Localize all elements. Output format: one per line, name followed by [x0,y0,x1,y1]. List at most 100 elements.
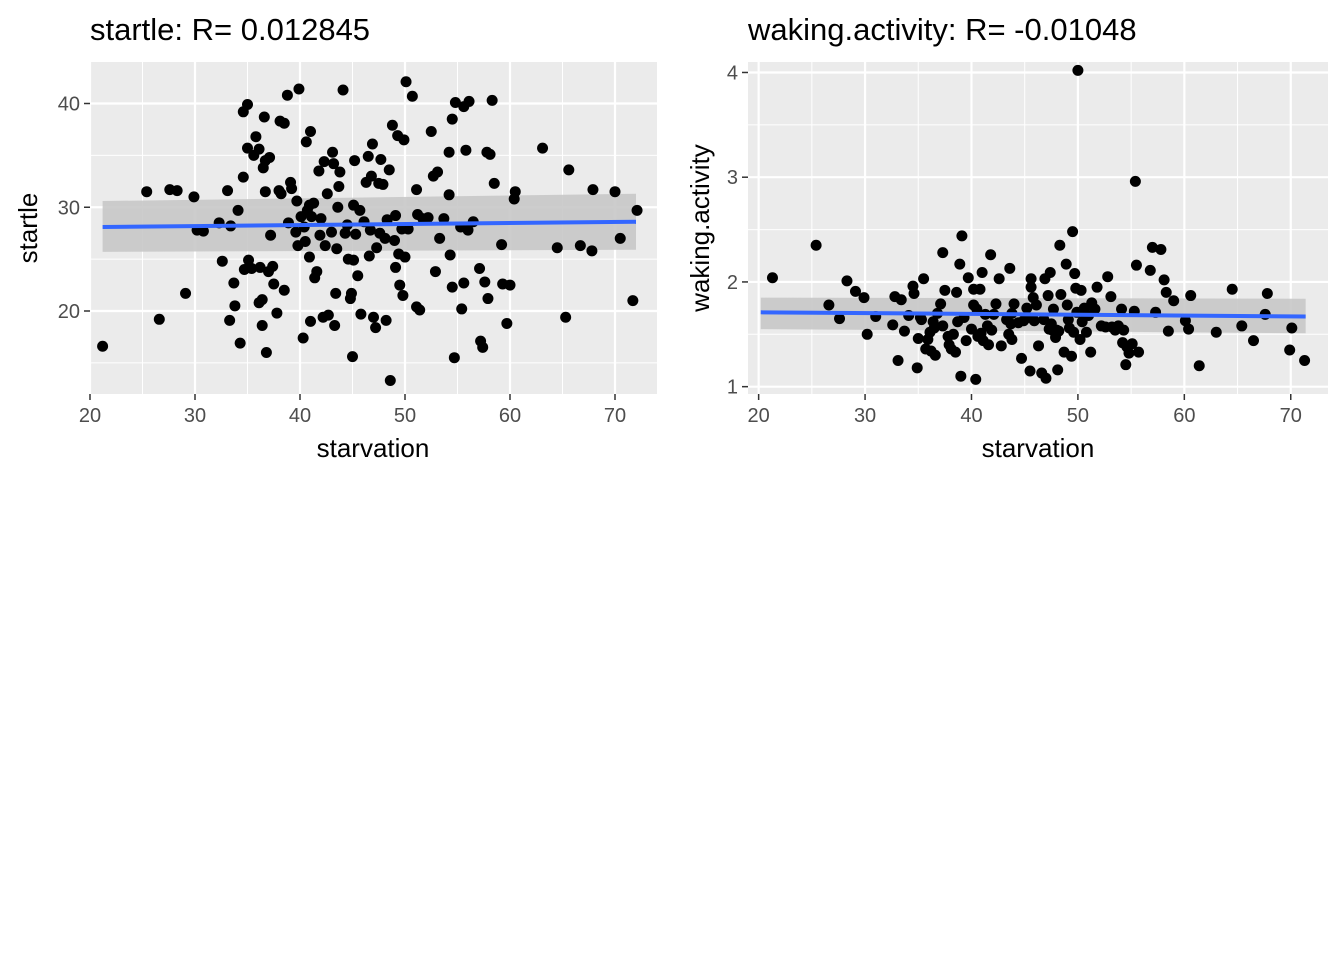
data-point [834,313,846,325]
data-point [326,226,337,238]
data-point [970,373,982,385]
data-point [950,346,962,358]
data-point [281,89,293,101]
data-point [479,276,491,288]
x-tick-label: 40 [289,405,311,427]
data-point [180,287,192,299]
data-point [275,188,287,200]
data-point [1120,359,1132,371]
data-point [456,303,468,315]
data-point [1072,64,1084,76]
data-point [315,213,327,225]
data-point [954,258,966,270]
y-axis-label-startle: startle [13,193,43,264]
data-point [329,320,341,332]
data-point [1286,322,1298,334]
data-point [242,142,253,154]
y-tick-label: 2 [727,272,738,294]
data-point [1123,347,1135,359]
data-point [474,262,486,274]
data-point [299,235,311,247]
data-point [460,144,472,156]
data-point [305,126,316,138]
data-point [898,325,910,337]
data-point [1130,259,1142,271]
data-point [1248,335,1260,347]
data-point [256,294,268,306]
data-point [321,188,333,200]
data-point [422,212,434,224]
x-tick-label: 20 [748,405,770,427]
data-point [297,332,309,344]
data-point [311,266,323,278]
data-point [1025,273,1037,285]
data-point [631,204,643,216]
data-point [365,170,377,182]
data-point [1006,334,1018,346]
data-point [429,266,441,278]
data-point [908,287,920,299]
data-point [858,292,870,304]
data-point [462,224,474,236]
data-point [1054,239,1066,251]
data-point [232,204,244,216]
data-point [1033,340,1045,352]
data-point [1226,283,1238,295]
x-tick-label: 70 [1280,405,1302,427]
data-point [1183,323,1195,335]
data-point [362,150,374,162]
data-point [371,242,383,254]
data-point [1068,326,1080,338]
data-point [259,186,271,198]
data-point [293,83,305,95]
data-point [1028,315,1040,327]
fit-line-waking-activity [760,310,1306,319]
waking-activity-scatter-plot: waking.activity: R= -0.01048 20 30 40 50 60 7… [685,12,1328,463]
data-point [290,226,302,238]
data-point [509,186,521,198]
regression-line [102,219,637,229]
data-point [1129,175,1141,187]
data-point [432,166,444,178]
data-point [1261,287,1273,299]
data-point [937,247,949,259]
y-tick-label: 20 [58,301,80,323]
data-point [384,375,396,387]
data-point [960,335,972,347]
data-point [1284,344,1296,356]
data-point [939,284,951,296]
data-point [337,84,349,96]
data-point [414,304,426,316]
data-point [322,309,334,321]
y-tick-label: 40 [58,94,80,116]
data-point [254,261,266,273]
data-point [1008,298,1020,310]
data-point [1193,360,1205,372]
data-point [229,300,241,312]
data-point [1067,226,1079,238]
data-point [1061,299,1073,311]
data-point [482,293,494,305]
data-point [861,328,873,340]
data-point [397,289,409,301]
data-point [1044,267,1056,279]
data-point [484,148,496,160]
data-point [228,277,240,289]
data-point [243,254,255,266]
data-point [965,323,977,335]
data-point [411,184,423,196]
data-point [962,272,974,284]
data-point [1162,325,1174,337]
data-point [1074,334,1086,346]
data-point [1144,264,1156,276]
data-point [363,250,375,262]
data-point [1080,326,1092,338]
data-point [1016,352,1028,364]
data-point [1069,268,1081,280]
x-axis-label-startle: starvation [317,433,430,463]
data-point [985,249,997,261]
x-axis-label-waking-activity: starvation [982,433,1095,463]
data-point [242,99,253,111]
data-point [477,341,489,353]
data-point [327,146,339,158]
